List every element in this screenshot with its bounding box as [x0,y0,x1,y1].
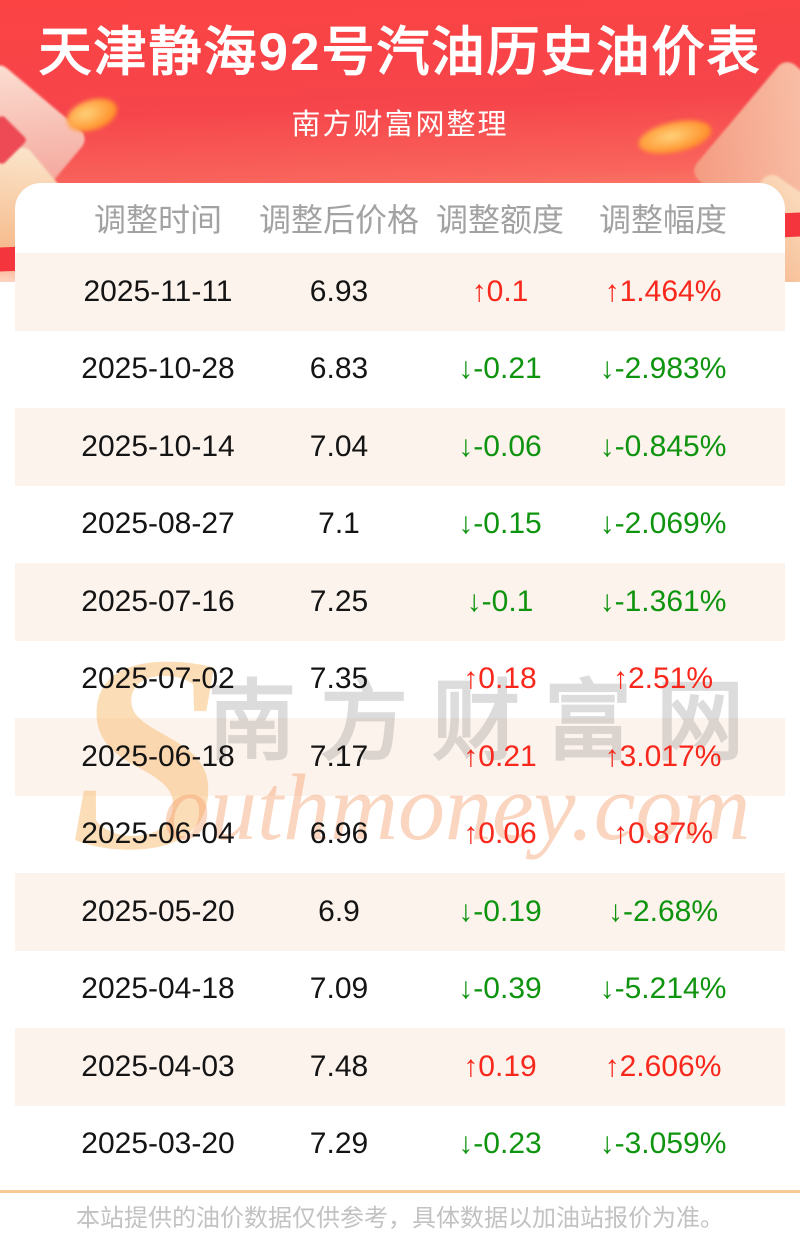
cell-adjust-date: 2025-07-16 [81,584,235,618]
cell-price: 6.93 [309,274,369,308]
table-row: 2025-03-20 7.29 ↓-0.23 ↓-3.059% [15,1106,785,1184]
column-header-adjusted-price: 调整后价格 [258,202,420,238]
cell-price: 6.9 [318,894,360,928]
page-subtitle: 南方财富网整理 [291,109,509,141]
cell-adjust-date: 2025-10-28 [81,352,235,386]
cell-change-amount: ↓-0.19 [458,894,542,928]
table-body: 2025-11-11 6.93 ↑0.1 ↑1.464% 2025-10-28 … [15,253,785,1183]
table-row: 2025-08-27 7.1 ↓-0.15 ↓-2.069% [15,486,785,564]
cell-adjust-date: 2025-04-03 [81,1049,235,1083]
cell-change-percent: ↓-1.361% [599,584,727,618]
cell-change-percent: ↑3.017% [604,739,722,773]
cell-change-amount: ↓-0.21 [458,352,542,386]
footer-note: 本站提供的油价数据仅供参考，具体数据以加油站报价为准。 [76,1205,724,1232]
cell-change-amount: ↑0.1 [471,274,529,308]
cell-change-amount: ↑0.21 [463,739,537,773]
cell-change-percent: ↓-2.68% [607,894,719,928]
table-row: 2025-11-11 6.93 ↑0.1 ↑1.464% [15,253,785,331]
cell-change-amount: ↓-0.1 [466,584,534,618]
cell-change-percent: ↓-0.845% [599,429,727,463]
cell-price: 7.48 [309,1049,369,1083]
cell-price: 7.29 [309,1127,369,1161]
table-row: 2025-04-03 7.48 ↑0.19 ↑2.606% [15,1028,785,1106]
cell-adjust-date: 2025-07-02 [81,662,235,696]
column-header-adjust-rate: 调整幅度 [598,202,728,238]
footer-disclaimer: 本站提供的油价数据仅供参考，具体数据以加油站报价为准。 [0,1190,800,1238]
cell-price: 7.1 [318,507,360,541]
cell-adjust-date: 2025-04-18 [81,972,235,1006]
column-header-adjust-amount: 调整额度 [435,202,565,238]
table-row: 2025-07-16 7.25 ↓-0.1 ↓-1.361% [15,563,785,641]
cell-change-amount: ↑0.06 [463,817,537,851]
cell-change-amount: ↓-0.06 [458,429,542,463]
cell-change-amount: ↓-0.39 [458,972,542,1006]
cell-change-amount: ↑0.18 [463,662,537,696]
price-table-card: S 南方财富网 outhmoney.com 调整时间 调整后价格 调整额度 调整… [15,183,785,1183]
cell-adjust-date: 2025-08-27 [81,507,235,541]
cell-price: 6.96 [309,817,369,851]
cell-price: 7.35 [309,662,369,696]
cell-price: 7.04 [309,429,369,463]
cell-change-percent: ↑2.51% [612,662,714,696]
table-row: 2025-10-14 7.04 ↓-0.06 ↓-0.845% [15,408,785,486]
cell-change-percent: ↓-3.059% [599,1127,727,1161]
table-row: 2025-05-20 6.9 ↓-0.19 ↓-2.68% [15,873,785,951]
table-row: 2025-10-28 6.83 ↓-0.21 ↓-2.983% [15,331,785,409]
cell-change-percent: ↑0.87% [612,817,714,851]
cell-adjust-date: 2025-10-14 [81,429,235,463]
column-header-adjust-time: 调整时间 [93,202,223,238]
cell-change-percent: ↓-5.214% [599,972,727,1006]
table-header-row: 调整时间 调整后价格 调整额度 调整幅度 [15,183,785,253]
cell-adjust-date: 2025-11-11 [83,274,233,308]
cell-change-percent: ↑2.606% [604,1049,722,1083]
table-row: 2025-07-02 7.35 ↑0.18 ↑2.51% [15,641,785,719]
cell-price: 7.25 [309,584,369,618]
cell-change-percent: ↑1.464% [604,274,722,308]
cell-adjust-date: 2025-03-20 [81,1127,235,1161]
cell-change-amount: ↑0.19 [463,1049,537,1083]
cell-change-percent: ↓-2.983% [599,352,727,386]
table-row: 2025-06-18 7.17 ↑0.21 ↑3.017% [15,718,785,796]
table-row: 2025-06-04 6.96 ↑0.06 ↑0.87% [15,796,785,874]
cell-price: 6.83 [309,352,369,386]
cell-price: 7.17 [309,739,369,773]
page-title: 天津静海92号汽油历史油价表 [38,23,762,82]
cell-change-amount: ↓-0.23 [458,1127,542,1161]
cell-change-percent: ↓-2.069% [599,507,727,541]
cell-adjust-date: 2025-06-04 [81,817,235,851]
table-row: 2025-04-18 7.09 ↓-0.39 ↓-5.214% [15,951,785,1029]
cell-adjust-date: 2025-05-20 [81,894,235,928]
cell-change-amount: ↓-0.15 [458,507,542,541]
cell-adjust-date: 2025-06-18 [81,739,235,773]
cell-price: 7.09 [309,972,369,1006]
